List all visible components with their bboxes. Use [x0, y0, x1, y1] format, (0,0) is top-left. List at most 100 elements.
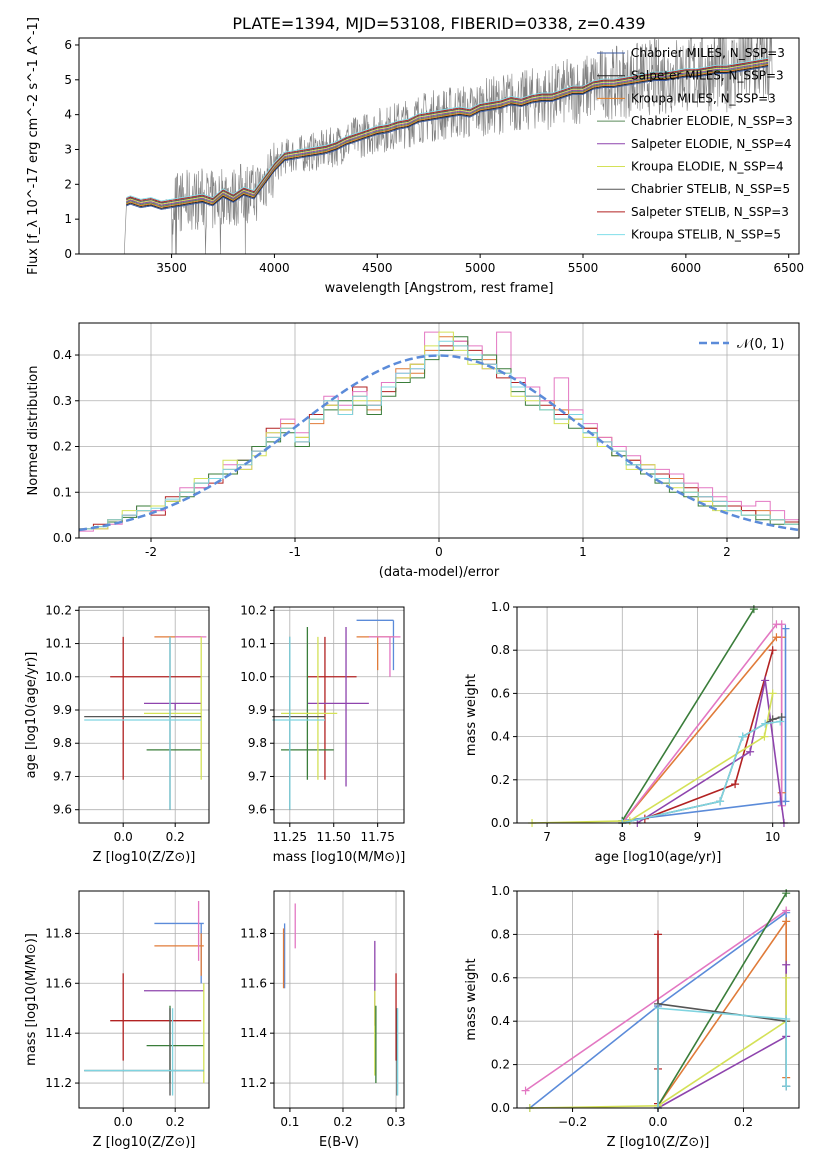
y-tick-label: 3	[64, 142, 72, 156]
y-tick-label: 0.1	[53, 485, 72, 499]
mass-weight-line	[657, 892, 787, 1107]
plus-marker	[782, 973, 791, 982]
model-fit-line	[126, 57, 769, 202]
legend-label: Chabrier STELIB, N_SSP=5	[631, 182, 790, 196]
x-tick-label: 0.2	[734, 1115, 753, 1129]
normal-curve	[79, 354, 799, 532]
x-tick-label: 10	[765, 830, 780, 844]
model-fit-line	[126, 58, 769, 203]
plus-marker	[782, 1015, 791, 1024]
y-tick-label: 0.4	[491, 1014, 510, 1028]
x-tick-label: 7	[543, 830, 551, 844]
x-axis-label: (data-model)/error	[379, 565, 500, 580]
x-axis-label: Z [log10(Z/Z⊙)]	[93, 850, 196, 865]
y-tick-label: 11.8	[240, 926, 267, 940]
panel-mass-vs-EBV: 0.1 0.2 0.3 11.2 11.4 11.6 11.8 E(B-V)	[240, 890, 406, 1150]
y-tick-label: 10.1	[240, 637, 267, 651]
y-tick-label: 0.0	[491, 816, 510, 830]
x-tick-label: 3500	[156, 261, 187, 275]
x-tick-label: 5500	[568, 261, 599, 275]
y-tick-label: 6	[64, 38, 72, 52]
plot-area	[79, 331, 799, 538]
y-tick-label: 11.4	[45, 1026, 72, 1040]
model-fit-line	[126, 64, 769, 208]
mass-weight-line	[636, 680, 785, 824]
y-tick-label: 11.2	[45, 1076, 72, 1090]
axes-frame	[273, 890, 405, 1109]
x-tick-label: 8	[618, 830, 626, 844]
figure-title: PLATE=1394, MJD=53108, FIBERID=0338, z=0…	[232, 14, 645, 33]
mass-weight-line	[621, 608, 755, 822]
y-tick-label: 10.2	[240, 603, 267, 617]
x-axis-label: mass [log10(M/M⊙)]	[273, 850, 406, 865]
x-tick-label: 0	[435, 545, 443, 559]
plus-marker	[716, 797, 725, 806]
mass-weight-line	[621, 623, 783, 824]
y-tick-label: 2	[64, 177, 72, 191]
x-tick-label: 2	[723, 545, 731, 559]
plus-marker	[654, 1004, 662, 1013]
y-tick-label: 0.2	[491, 773, 510, 787]
plus-marker	[776, 717, 785, 726]
y-axis-label: mass weight	[464, 958, 479, 1040]
mass-weight-line	[529, 977, 787, 1109]
y-tick-label: 9.8	[248, 736, 267, 750]
x-axis-label: age [log10(age/yr)]	[595, 850, 722, 865]
plus-marker	[749, 605, 758, 614]
y-tick-label: 0.4	[491, 730, 510, 744]
x-tick-label: 0.2	[166, 830, 185, 844]
panel-spectrum: 3500 4000 4500 5000 5500 6000 6500 0 1 2 3 4 5 6 wavel…	[26, 17, 804, 296]
y-tick-label: 11.8	[45, 926, 72, 940]
panel-age-vs-mass: 11.25 11.50 11.75 9.6 9.7 9.8 9.9 10.0 10.1 10.2 m…	[240, 603, 405, 865]
x-tick-label: 4500	[362, 261, 393, 275]
x-tick-label: 11.50	[317, 830, 351, 844]
panel-mass-weight-vs-Z: −0.2 0.0 0.2 0.0 0.2 0.4 0.6 0.8 1.0 Z [log10(Z/Z…	[464, 884, 800, 1150]
mass-weight-line	[525, 909, 787, 1092]
plus-marker	[782, 906, 791, 915]
mass-weight-line	[621, 636, 783, 824]
model-fit-line	[126, 60, 769, 205]
plus-marker	[781, 624, 790, 633]
mass-weight-line	[657, 1007, 787, 1108]
y-tick-label: 0.8	[491, 643, 510, 657]
x-tick-label: 9	[694, 830, 702, 844]
x-tick-label: 0.2	[166, 1115, 185, 1129]
legend-label: Kroupa STELIB, N_SSP=5	[631, 228, 781, 242]
x-axis-label: Z [log10(Z/Z⊙)]	[607, 1135, 710, 1150]
x-tick-label: -1	[289, 545, 301, 559]
y-tick-label: 0.4	[53, 348, 72, 362]
x-tick-label: 0.2	[333, 1115, 352, 1129]
axes-frame	[516, 606, 800, 824]
mass-weight-line	[622, 716, 782, 824]
plus-marker	[731, 780, 740, 789]
x-axis-label: Z [log10(Z/Z⊙)]	[93, 1135, 196, 1150]
y-tick-label: 9.6	[53, 803, 72, 817]
y-tick-label: 0.6	[491, 686, 510, 700]
y-tick-label: 10.0	[45, 670, 72, 684]
plus-marker	[782, 960, 791, 969]
x-axis-label: E(B-V)	[319, 1135, 359, 1150]
legend-label: Kroupa MILES, N_SSP=3	[631, 91, 776, 105]
y-tick-label: 1.0	[491, 600, 510, 614]
x-tick-label: 6000	[671, 261, 702, 275]
x-axis-label: wavelength [Angstrom, rest frame]	[325, 281, 554, 296]
legend-label: Salpeter ELODIE, N_SSP=4	[631, 137, 792, 151]
y-tick-label: 0.0	[491, 1101, 510, 1115]
plus-marker	[761, 719, 770, 728]
y-tick-label: 9.7	[248, 769, 267, 783]
y-tick-label: 1.0	[491, 884, 510, 898]
y-tick-label: 0.2	[53, 440, 72, 454]
y-tick-label: 10.0	[240, 670, 267, 684]
y-tick-label: 0.2	[491, 1058, 510, 1072]
plus-marker	[781, 797, 790, 806]
panel-age-vs-Z: 0.0 0.2 9.6 9.7 9.8 9.9 10.0 10.1 10.2 Z [log10(Z…	[24, 603, 210, 865]
axes-frame	[273, 606, 405, 824]
legend-label: Chabrier MILES, N_SSP=3	[631, 46, 785, 60]
plot-area	[89, 38, 773, 254]
y-tick-label: 9.7	[53, 769, 72, 783]
plus-marker	[782, 917, 791, 926]
y-tick-label: 0	[64, 247, 72, 261]
y-tick-label: 10.2	[45, 603, 72, 617]
model-fit-line	[126, 65, 769, 209]
